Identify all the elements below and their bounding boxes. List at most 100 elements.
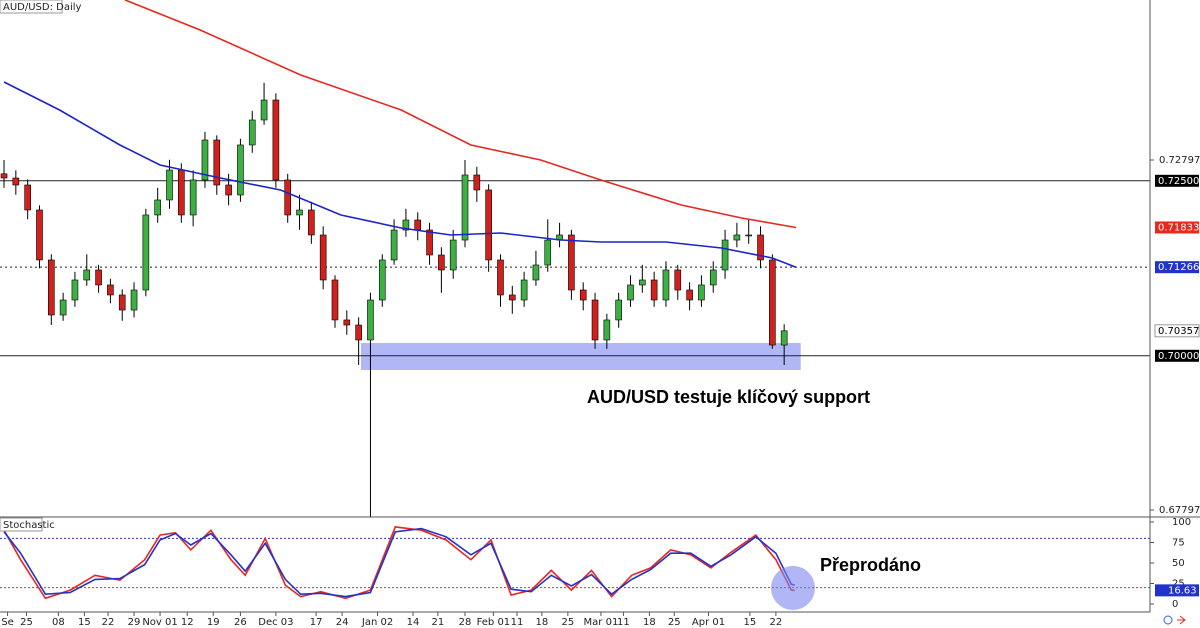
candle-body (745, 234, 752, 237)
price-label: 0.72500 (1158, 176, 1199, 187)
candle-body (414, 219, 422, 231)
candle-body (154, 199, 161, 216)
candle-body (260, 99, 268, 121)
candle-body (438, 254, 445, 271)
x-tick-label: 15 (744, 617, 757, 628)
candle-body (568, 234, 575, 291)
x-tick-label: 14 (407, 617, 420, 628)
icon[interactable] (1163, 615, 1173, 625)
candle-body (674, 269, 682, 291)
candle-body (48, 259, 55, 316)
candle-body (296, 209, 303, 216)
x-tick-label: 24 (336, 617, 349, 628)
candle-body (579, 289, 587, 301)
candle-body (142, 214, 150, 291)
candle-body (355, 324, 362, 341)
candle-body (721, 239, 729, 271)
stochastic-tick-label: 25 (1172, 578, 1185, 589)
price-label: 0.71833 (1158, 222, 1199, 233)
price-label-box (1155, 261, 1199, 274)
price-label-box (1155, 174, 1199, 187)
candle-body (497, 259, 504, 296)
candle-body (71, 279, 79, 301)
candle-body (248, 119, 256, 146)
moving-average (124, 0, 797, 229)
candle-body (213, 139, 221, 186)
candle-body (449, 239, 457, 271)
candle-body (603, 319, 611, 341)
candle-body (426, 229, 433, 256)
x-tick-label: 15 (78, 617, 91, 628)
candle-body (402, 219, 410, 231)
stochastic-tick-label: 0 (1172, 599, 1178, 610)
price-label-box (1155, 221, 1199, 234)
candle-body (662, 269, 670, 301)
x-tick-label: 17 (310, 617, 323, 628)
toolbar-icons[interactable] (1163, 615, 1186, 625)
chart-title: AUD/USD: Daily (3, 2, 82, 13)
candle-body (95, 269, 102, 286)
x-tick-label: 22 (770, 617, 783, 628)
price-label: 0.71266 (1158, 262, 1199, 273)
candle-body (331, 279, 339, 321)
x-tick-label: Se (1, 617, 14, 628)
x-tick-label: 08 (52, 617, 65, 628)
candle-body (130, 289, 138, 311)
stochastic-annotation: Přeprodáno (820, 555, 921, 575)
price-label: 0.70000 (1158, 351, 1199, 362)
candle-body (686, 289, 693, 301)
candle-body (343, 319, 351, 326)
candle-body (107, 284, 114, 296)
candle-body (698, 284, 705, 301)
x-tick-label: Dec 03 (258, 617, 293, 628)
candle-body (83, 269, 91, 281)
stochastic-tick-label: 75 (1172, 538, 1185, 549)
x-tick-label: Mar 01 (584, 617, 619, 628)
icon[interactable] (1177, 615, 1186, 625)
candle-body (59, 299, 67, 316)
candle-body (308, 209, 315, 236)
x-tick-label: Apr 01 (692, 617, 725, 628)
title-box (0, 0, 63, 14)
x-tick-label: 21 (431, 617, 444, 628)
candle-body (225, 184, 232, 196)
candle-body (709, 269, 717, 286)
candle-body (757, 234, 764, 261)
candle-body (733, 234, 741, 241)
x-tick-label: 25 (561, 617, 574, 628)
y-tick-label: 0.72797 (1159, 155, 1200, 166)
candle-body (769, 259, 776, 346)
stochastic-line (3, 527, 795, 598)
candle-body (508, 294, 516, 301)
candle-body (201, 139, 209, 181)
stochastic-last-label: 16.63 (1168, 585, 1197, 596)
stochastic-line (3, 526, 795, 600)
x-tick-label: 26 (234, 617, 247, 628)
candle-body (544, 239, 552, 266)
stochastic-tick-label: 50 (1172, 558, 1185, 569)
support-zone (360, 342, 801, 371)
candle-body (591, 299, 599, 341)
candle-body (118, 294, 126, 311)
candle-body (473, 174, 481, 191)
candle-body (532, 264, 540, 281)
candle-body (367, 299, 374, 341)
x-tick-label: 18 (643, 617, 656, 628)
candle-body (36, 209, 43, 261)
candle-body (461, 174, 469, 241)
stochastic-last-box (1155, 584, 1199, 597)
candle-body (615, 299, 622, 321)
candle-body (24, 184, 31, 211)
oversold-highlight (771, 566, 815, 610)
price-label-box (1154, 324, 1200, 338)
candle-body (627, 284, 634, 301)
candle-body (650, 279, 658, 301)
candle-body (0, 173, 8, 179)
candle-body (189, 179, 197, 216)
candle-body (390, 229, 398, 261)
stochastic-tick-label: 100 (1172, 517, 1191, 528)
x-tick-label: 29 (128, 617, 141, 628)
